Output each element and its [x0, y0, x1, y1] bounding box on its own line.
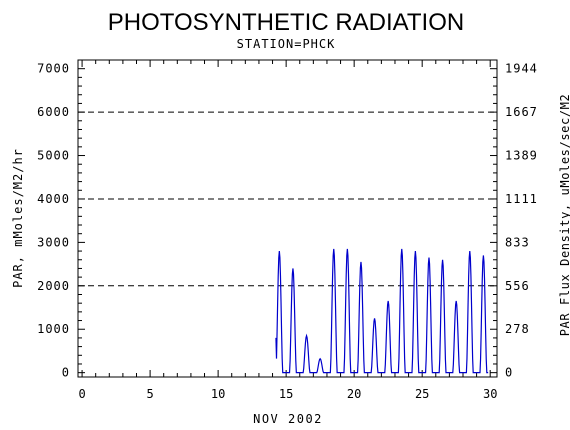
x-tick-label: 5	[146, 387, 153, 401]
x-tick-label: 20	[347, 387, 361, 401]
x-axis-label: NOV 2002	[253, 412, 323, 426]
y-tick-label: 2000	[37, 279, 70, 293]
par-line	[275, 248, 489, 374]
y-right-tick-label: 278	[505, 322, 530, 336]
x-tick-label: 0	[78, 387, 85, 401]
y-tick-label: 0	[62, 366, 70, 380]
y-right-tick-label: 1667	[505, 105, 538, 119]
y-tick-label: 6000	[37, 105, 70, 119]
y-right-tick-label: 1111	[505, 192, 538, 206]
y-tick-label: 3000	[37, 235, 70, 249]
par-series	[275, 248, 489, 374]
y-tick-label: 7000	[37, 62, 70, 76]
x-tick-label: 15	[279, 387, 293, 401]
y-right-tick-label: 1944	[505, 62, 538, 76]
y-tick-labels-left: 0 1000 2000 3000 4000 5000 6000 7000	[37, 62, 70, 380]
grid-lines	[78, 111, 497, 287]
y-tick-label: 5000	[37, 149, 70, 163]
x-tick-label: 25	[415, 387, 429, 401]
plot-frame	[77, 59, 498, 378]
chart-title: PHOTOSYNTHETIC RADIATION	[108, 9, 464, 36]
axis-ticks	[78, 60, 497, 377]
y-tick-label: 1000	[37, 322, 70, 336]
x-tick-label: 10	[211, 387, 225, 401]
y-right-tick-label: 0	[505, 366, 513, 380]
y-axis-label-left: PAR, mMoles/M2/hr	[11, 148, 25, 288]
y-tick-label: 4000	[37, 192, 70, 206]
y-tick-labels-right: 0 278 556 833 1111 1389 1667 1944	[505, 62, 538, 380]
y-right-tick-label: 1389	[505, 149, 538, 163]
y-right-tick-label: 556	[505, 279, 530, 293]
chart-subtitle: STATION=PHCK	[237, 37, 336, 51]
y-right-tick-label: 833	[505, 235, 530, 249]
x-tick-labels: 0 5 10 15 20 25 30	[78, 387, 497, 401]
x-tick-label: 30	[483, 387, 497, 401]
y-axis-label-right: PAR Flux Density, uMoles/sec/M2	[558, 94, 570, 337]
